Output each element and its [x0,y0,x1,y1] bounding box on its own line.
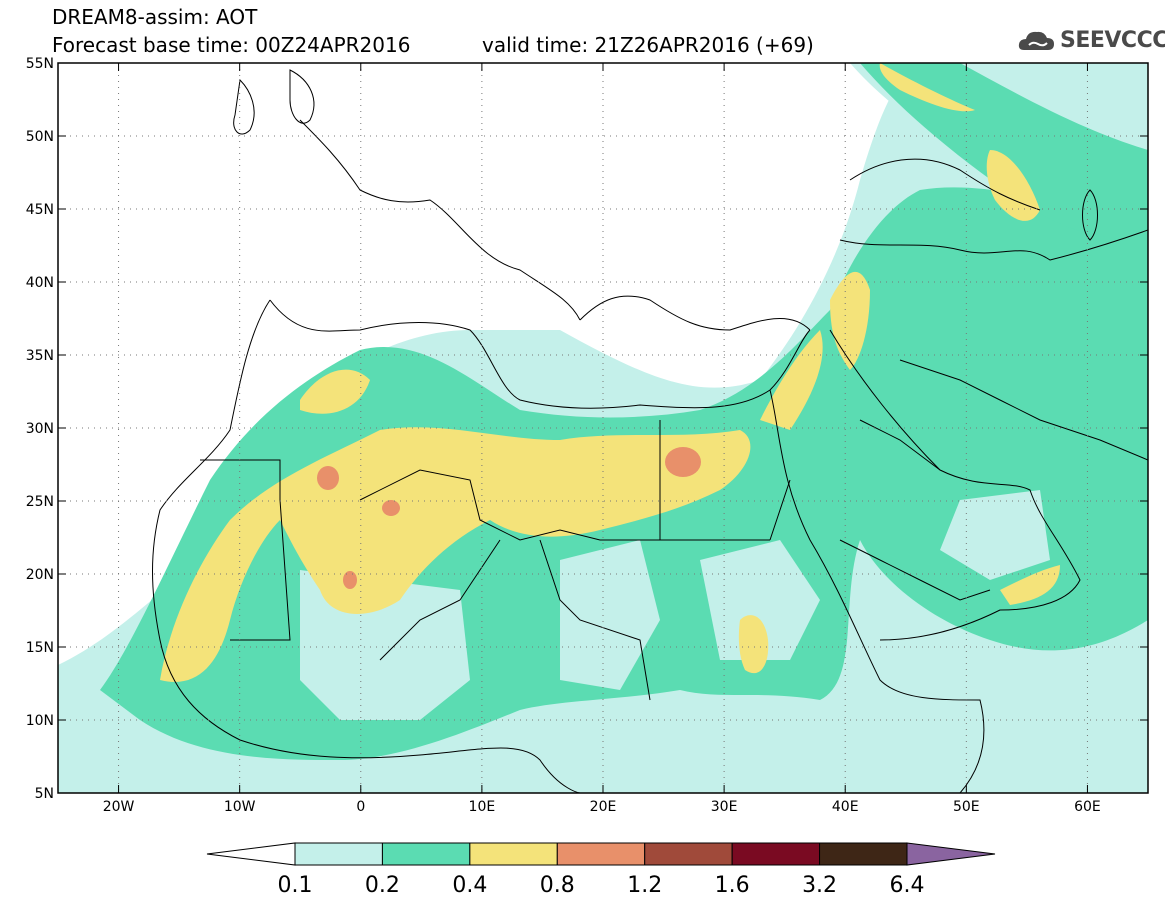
colorbar-label: 0.4 [452,873,487,898]
lon-tick-label: 10E [469,799,496,815]
map-title: DREAM8-assim: AOT [52,5,258,29]
lon-tick-label: 50E [953,799,980,815]
lat-tick-label: 25N [26,494,54,510]
valid-time: valid time: 21Z26APR2016 (+69) [482,33,814,57]
lon-tick-label: 60E [1074,799,1101,815]
lat-tick-label: 45N [26,202,54,218]
lon-tick-label: 20E [590,799,617,815]
colorbar-swatch [644,842,733,866]
colorbar-swatch [381,842,471,866]
colorbar-swatch [819,842,908,866]
coastlines [152,69,1148,793]
lon-tick-label: 0 [356,799,365,815]
aot-field [58,63,1148,793]
lat-tick-label: 35N [26,348,54,364]
lat-tick-label: 50N [26,129,54,145]
lat-tick-label: 5N [35,786,54,802]
cloud-logo-icon [1018,31,1054,50]
axis-ticks: 20W 10W 0 10E 20E 30E 40E 50E 60E 55N 50N 45N 40N 35N… [26,56,1148,815]
lat-tick-label: 15N [26,640,54,656]
colorbar-swatch [206,842,296,866]
colorbar-label: 6.4 [890,873,925,898]
colorbar-label: 1.6 [715,873,750,898]
lon-tick-label: 10W [224,799,256,815]
colorbar-label: 1.2 [627,873,662,898]
colorbar-label: 0.2 [365,873,400,898]
colorbar-swatch [294,842,383,866]
colorbar-label: 0.8 [540,873,575,898]
colorbar: 0.1 0.2 0.4 0.8 1.2 1.6 3.2 6.4 [206,842,996,898]
lat-tick-label: 55N [26,56,54,72]
lat-tick-label: 10N [26,713,54,729]
colorbar-label: 3.2 [802,873,837,898]
lon-tick-label: 20W [103,799,135,815]
lon-tick-label: 30E [711,799,738,815]
colorbar-label: 0.1 [278,873,313,898]
colorbar-swatch [469,842,558,866]
lon-tick-label: 40E [832,799,859,815]
logo-text: SEEVCCC [1060,28,1165,53]
forecast-base-time: Forecast base time: 00Z24APR2016 [52,33,411,57]
lat-tick-label: 40N [26,275,54,291]
colorbar-swatch [906,842,996,866]
colorbar-swatch [556,842,646,866]
colorbar-swatch [731,842,821,866]
lat-tick-label: 20N [26,567,54,583]
lat-tick-label: 30N [26,421,54,437]
